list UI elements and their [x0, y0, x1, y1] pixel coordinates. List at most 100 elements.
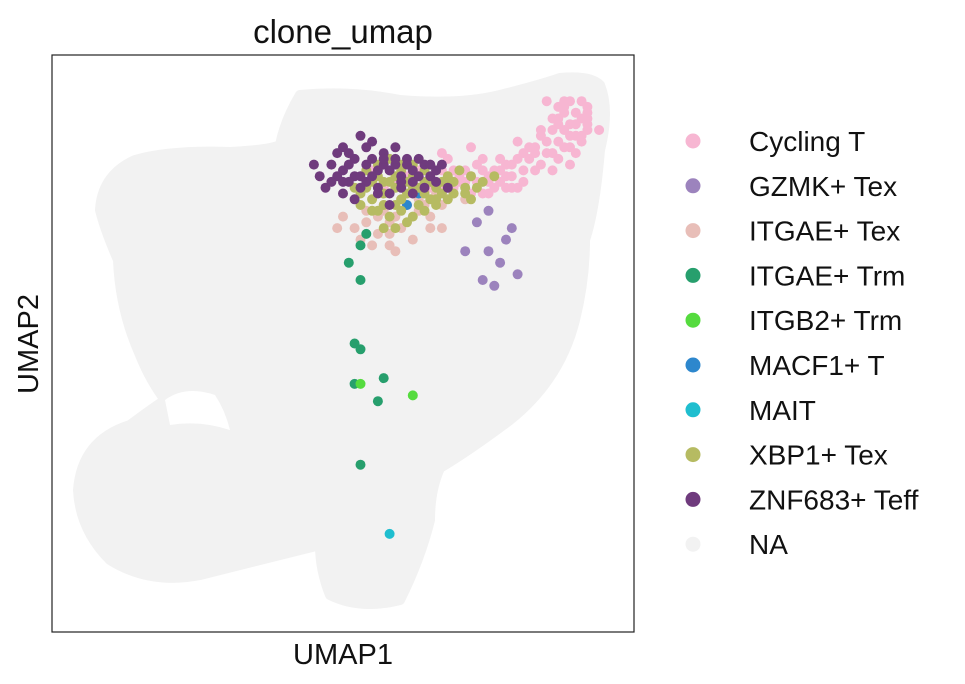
point-cycling-t	[518, 176, 529, 187]
series-itgb2-trm	[355, 378, 418, 401]
legend-label: ITGAE+ Tex	[749, 216, 900, 247]
series-mait	[384, 528, 395, 539]
legend-marker	[685, 536, 701, 552]
legend-label: NA	[749, 529, 788, 560]
legend-marker	[685, 357, 701, 373]
point-cycling-t	[530, 148, 541, 159]
point-cycling-t	[594, 125, 605, 135]
point-znf683-teff	[436, 159, 447, 170]
legend-marker	[685, 447, 701, 463]
point-znf683-teff	[390, 153, 401, 164]
point-xbp1-tex	[466, 171, 476, 182]
point-xbp1-tex	[431, 194, 442, 205]
legend-item: GZMK+ Tex	[685, 171, 897, 202]
legend-marker	[685, 178, 701, 194]
point-znf683-teff	[343, 148, 354, 159]
point-cycling-t	[582, 113, 593, 124]
point-xbp1-tex	[396, 205, 407, 216]
point-znf683-teff	[413, 171, 424, 182]
point-cycling-t	[565, 142, 575, 153]
point-itgae-trm	[372, 396, 383, 407]
point-itgae-tex	[436, 223, 447, 234]
point-itgae-trm	[355, 275, 366, 285]
point-znf683-teff	[355, 171, 366, 182]
y-axis-label: UMAP2	[13, 294, 45, 394]
legend: Cycling T GZMK+ Tex ITGAE+ Tex ITGAE+ Trm IT…	[685, 126, 919, 560]
point-xbp1-tex	[367, 205, 378, 216]
legend-marker	[685, 402, 701, 418]
point-znf683-teff	[378, 153, 389, 164]
legend-label: ITGB2+ Trm	[749, 305, 902, 336]
point-znf683-teff	[326, 159, 337, 170]
point-znf683-teff	[390, 142, 401, 153]
legend-label: MAIT	[749, 395, 816, 426]
point-cycling-t	[547, 113, 558, 124]
point-cycling-t	[547, 165, 558, 176]
na-cells-region	[73, 72, 610, 609]
point-xbp1-tex	[396, 194, 407, 205]
point-gzmk-tex	[460, 246, 471, 257]
point-cycling-t	[576, 130, 587, 141]
plot-area	[51, 54, 635, 633]
point-cycling-t	[565, 159, 575, 170]
point-itgae-tex	[349, 223, 360, 234]
point-xbp1-tex	[460, 188, 471, 199]
point-xbp1-tex	[378, 223, 389, 234]
point-gzmk-tex	[501, 234, 511, 245]
point-itgb2-trm	[355, 378, 366, 389]
point-itgae-tex	[367, 240, 378, 251]
legend-item: XBP1+ Tex	[685, 440, 888, 471]
point-gzmk-tex	[477, 275, 488, 285]
point-cycling-t	[471, 159, 482, 170]
legend-marker	[685, 491, 701, 507]
point-znf683-teff	[332, 148, 343, 159]
point-znf683-teff	[308, 159, 319, 170]
point-gzmk-tex	[489, 280, 500, 291]
legend-marker	[685, 223, 701, 239]
point-znf683-teff	[431, 176, 442, 187]
legend-item: Cycling T	[685, 126, 865, 157]
point-gzmk-tex	[483, 205, 494, 216]
series-gzmk-tex	[460, 205, 523, 291]
point-cycling-t	[576, 96, 587, 107]
point-itgae-tex	[338, 211, 348, 222]
legend-item: MAIT	[685, 395, 816, 426]
point-gzmk-tex	[471, 217, 482, 228]
point-xbp1-tex	[402, 217, 412, 228]
point-cycling-t	[541, 96, 552, 107]
point-cycling-t	[506, 182, 517, 193]
point-gzmk-tex	[512, 269, 523, 280]
point-znf683-teff	[367, 153, 378, 164]
point-cycling-t	[570, 107, 581, 118]
legend-label: ZNF683+ Teff	[749, 484, 919, 515]
point-cycling-t	[495, 153, 506, 164]
point-mait	[384, 528, 395, 539]
point-znf683-teff	[343, 159, 354, 170]
point-cycling-t	[553, 136, 564, 147]
legend-label: GZMK+ Tex	[749, 171, 897, 202]
point-cycling-t	[565, 119, 575, 130]
point-gzmk-tex	[506, 223, 517, 234]
point-znf683-teff	[402, 159, 412, 170]
point-cycling-t	[466, 142, 476, 153]
point-znf683-teff	[338, 176, 348, 187]
point-xbp1-tex	[413, 200, 424, 210]
point-xbp1-tex	[454, 165, 465, 176]
point-cycling-t	[530, 165, 541, 176]
legend-item: ZNF683+ Teff	[685, 484, 919, 515]
point-cycling-t	[541, 136, 552, 147]
point-cycling-t	[518, 165, 529, 176]
point-gzmk-tex	[495, 257, 506, 268]
point-xbp1-tex	[390, 223, 401, 234]
legend-item: ITGAE+ Tex	[685, 216, 900, 247]
point-itgae-tex	[425, 223, 436, 234]
point-itgae-trm	[343, 257, 354, 268]
cell-points	[308, 96, 605, 539]
point-gzmk-tex	[483, 246, 494, 257]
point-itgae-trm	[355, 344, 366, 355]
point-znf683-teff	[355, 130, 366, 141]
point-znf683-teff	[396, 176, 407, 187]
legend-marker	[685, 133, 701, 149]
legend-marker	[685, 267, 701, 283]
